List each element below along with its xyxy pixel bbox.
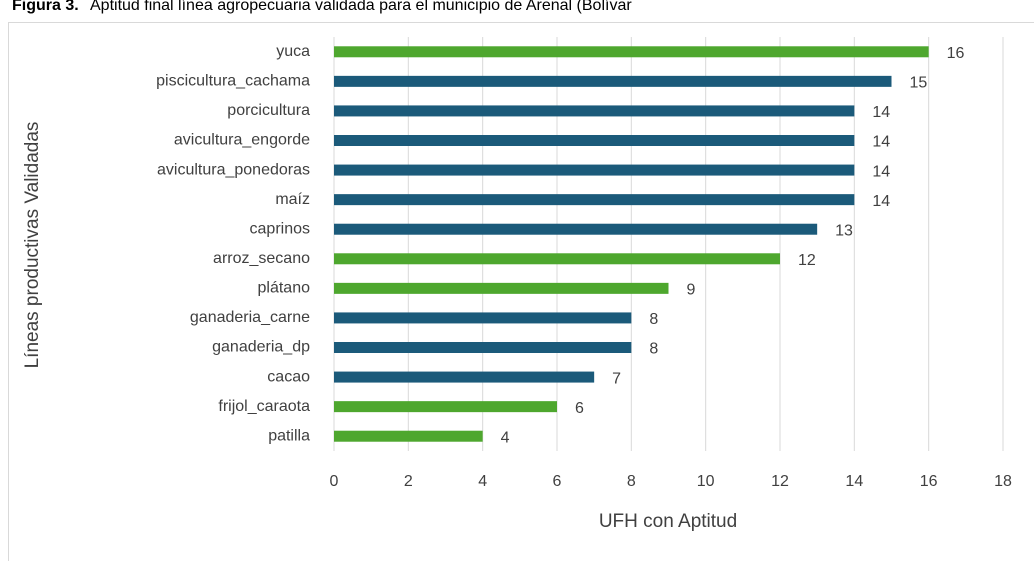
y-tick-label: plátano xyxy=(258,280,311,297)
x-tick-label: 4 xyxy=(478,473,487,490)
data-label: 15 xyxy=(910,75,928,92)
bar xyxy=(334,312,632,324)
x-tick-label: 8 xyxy=(627,473,636,490)
x-tick-label: 18 xyxy=(994,473,1012,490)
x-tick-label: 12 xyxy=(771,473,789,490)
bar xyxy=(334,135,855,146)
data-label: 6 xyxy=(575,400,584,417)
bar xyxy=(334,105,855,117)
bar xyxy=(334,194,855,206)
y-tick-label: ganaderia_carne xyxy=(190,309,310,326)
chart-title-prefix: Figura 3. xyxy=(12,0,79,14)
y-tick-label: frijol_caraota xyxy=(218,398,310,415)
data-label: 4 xyxy=(501,429,510,446)
y-tick-label: ganaderia_dp xyxy=(212,339,310,356)
data-label: 8 xyxy=(649,341,658,358)
x-tick-label: 6 xyxy=(553,473,562,490)
chart-title: Aptitud final línea agropecuaria validad… xyxy=(90,0,632,14)
y-tick-label: patilla xyxy=(268,427,310,444)
y-tick-label: cacao xyxy=(267,368,310,385)
x-tick-label: 0 xyxy=(330,473,339,490)
data-label: 7 xyxy=(612,370,621,387)
y-tick-label: maíz xyxy=(275,191,310,208)
data-label: 14 xyxy=(872,104,890,121)
data-label: 9 xyxy=(687,282,696,299)
bar xyxy=(334,371,595,383)
y-tick-label: avicultura_engorde xyxy=(174,132,310,149)
y-tick-label: avicultura_ponedoras xyxy=(157,161,310,178)
bar xyxy=(334,46,929,58)
x-tick-label: 16 xyxy=(920,473,938,490)
bar xyxy=(334,401,557,413)
data-label: 16 xyxy=(947,45,965,62)
data-label: 14 xyxy=(872,163,890,180)
data-label: 13 xyxy=(835,222,853,239)
data-label: 8 xyxy=(649,311,658,328)
y-tick-label: porcicultura xyxy=(227,102,310,119)
chart-border xyxy=(8,22,1034,561)
x-tick-label: 10 xyxy=(697,473,715,490)
bar xyxy=(334,282,669,294)
bar xyxy=(334,253,780,265)
y-tick-label: arroz_secano xyxy=(213,250,310,267)
bar xyxy=(334,342,632,353)
data-label: 12 xyxy=(798,252,816,269)
bar xyxy=(334,164,855,176)
bar xyxy=(334,223,818,235)
bar xyxy=(334,75,892,87)
bar xyxy=(334,430,483,442)
data-label: 14 xyxy=(872,134,890,151)
y-tick-label: piscicultura_cachama xyxy=(156,73,310,90)
x-tick-label: 14 xyxy=(845,473,863,490)
y-tick-label: caprinos xyxy=(250,220,310,237)
y-tick-label: yuca xyxy=(276,43,310,60)
x-axis-title: UFH con Aptitud xyxy=(599,511,737,532)
data-label: 14 xyxy=(872,193,890,210)
y-axis-title: Líneas productivas Validadas xyxy=(22,122,43,369)
x-tick-label: 2 xyxy=(404,473,413,490)
